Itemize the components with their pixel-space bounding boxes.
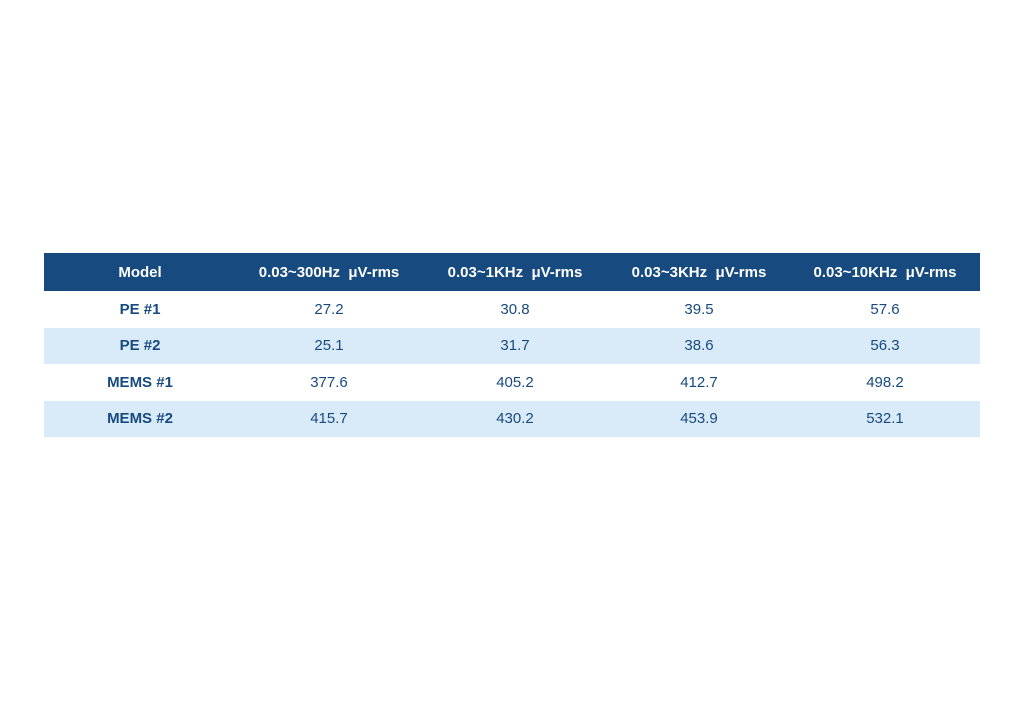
value-cell: 498.2: [866, 373, 904, 391]
table-row: PE #1 27.2 30.8 39.5 57.6: [44, 291, 980, 328]
value-cell: 57.6: [870, 300, 900, 318]
value-cell: 39.5: [684, 300, 714, 318]
table-row: MEMS #2 415.7 430.2 453.9 532.1: [44, 400, 980, 437]
value-cell: 30.8: [500, 300, 530, 318]
value-cell: 532.1: [866, 410, 904, 428]
header-model: Model: [118, 263, 162, 281]
model-cell: MEMS #1: [107, 373, 173, 391]
value-cell: 405.2: [496, 373, 534, 391]
table-row: MEMS #1 377.6 405.2 412.7 498.2: [44, 364, 980, 401]
header-1khz: 0.03~1KHz μV-rms: [447, 263, 583, 281]
value-cell: 415.7: [310, 410, 348, 428]
model-cell: PE #2: [119, 337, 161, 355]
header-10khz: 0.03~10KHz μV-rms: [813, 263, 957, 281]
header-3khz: 0.03~3KHz μV-rms: [631, 263, 767, 281]
model-cell: MEMS #2: [107, 410, 173, 428]
value-cell: 430.2: [496, 410, 534, 428]
value-cell: 27.2: [314, 300, 344, 318]
value-cell: 377.6: [310, 373, 348, 391]
value-cell: 25.1: [314, 337, 344, 355]
header-300hz: 0.03~300Hz μV-rms: [258, 263, 400, 281]
value-cell: 56.3: [870, 337, 900, 355]
table-body: PE #1 27.2 30.8 39.5 57.6 PE #2 25.1 31.…: [44, 291, 980, 437]
value-cell: 38.6: [684, 337, 714, 355]
noise-table-container: Model 0.03~300Hz μV-rms 0.03~1KHz μV-rms…: [44, 253, 980, 437]
noise-table: Model 0.03~300Hz μV-rms 0.03~1KHz μV-rms…: [44, 253, 980, 437]
value-cell: 31.7: [500, 337, 530, 355]
table-row: PE #2 25.1 31.7 38.6 56.3: [44, 327, 980, 364]
header-row: Model 0.03~300Hz μV-rms 0.03~1KHz μV-rms…: [44, 253, 980, 291]
table-header: Model 0.03~300Hz μV-rms 0.03~1KHz μV-rms…: [44, 253, 980, 291]
model-cell: PE #1: [119, 300, 161, 318]
value-cell: 412.7: [680, 373, 718, 391]
value-cell: 453.9: [680, 410, 718, 428]
